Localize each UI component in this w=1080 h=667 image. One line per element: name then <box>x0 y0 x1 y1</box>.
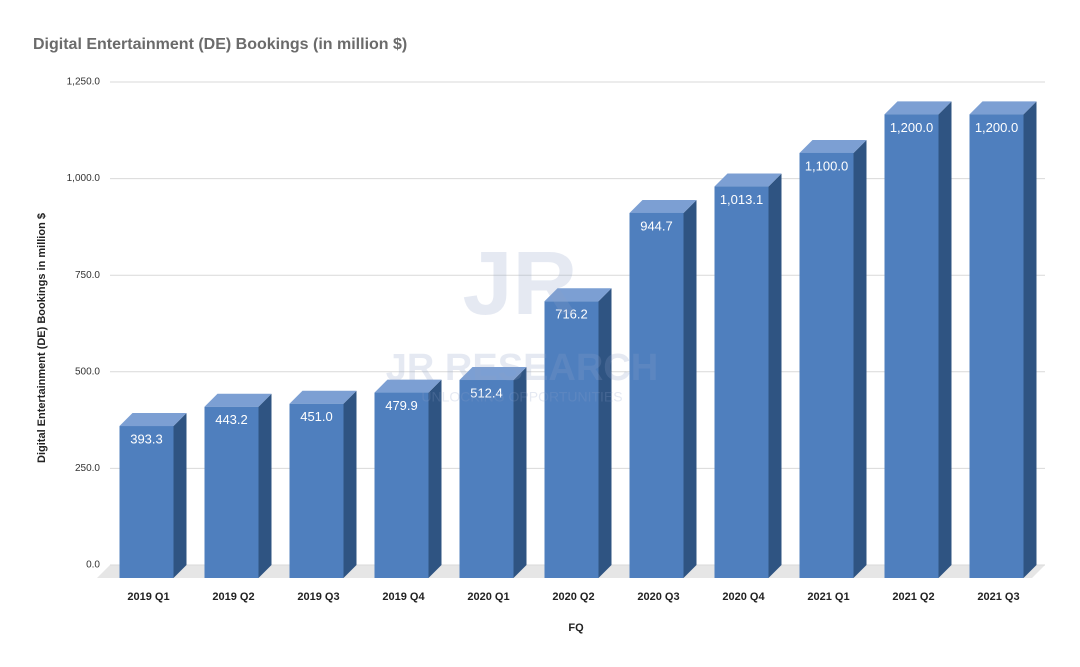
bar-side <box>258 393 272 578</box>
x-tick-label: 2019 Q2 <box>212 591 254 603</box>
x-tick-label: 2020 Q1 <box>467 591 509 603</box>
bar-side <box>1023 101 1037 578</box>
chart-title: Digital Entertainment (DE) Bookings (in … <box>33 36 407 53</box>
bar-top <box>459 367 527 381</box>
value-label: 1,100.0 <box>805 158 848 173</box>
bar-top <box>119 413 187 427</box>
y-tick-label: 1,250.0 <box>67 77 101 88</box>
value-label: 1,013.1 <box>720 192 763 207</box>
x-tick-label: 2021 Q1 <box>807 591 849 603</box>
y-tick-label: 0.0 <box>86 560 100 571</box>
value-label: 443.2 <box>215 412 248 427</box>
x-tick-label: 2021 Q3 <box>977 591 1019 603</box>
x-tick-label: 2021 Q2 <box>892 591 934 603</box>
bar-top <box>289 390 357 404</box>
value-label: 1,200.0 <box>975 120 1018 135</box>
bar-side <box>853 139 867 578</box>
bar-side <box>938 101 952 578</box>
y-tick-label: 500.0 <box>75 366 100 377</box>
bar <box>884 114 939 578</box>
bar-top <box>374 379 442 393</box>
bar-side <box>173 413 187 578</box>
bar <box>629 212 684 578</box>
value-label: 716.2 <box>555 307 588 322</box>
x-axis-label: FQ <box>568 622 584 634</box>
bar <box>374 392 429 578</box>
x-tick-label: 2019 Q3 <box>297 591 339 603</box>
watermark-title: JR RESEARCH <box>386 347 658 389</box>
bar-side <box>343 390 357 578</box>
x-tick-label: 2019 Q1 <box>127 591 169 603</box>
bar-side <box>428 379 442 578</box>
value-label: 512.4 <box>470 385 503 400</box>
bar <box>459 380 514 578</box>
bar <box>119 426 174 578</box>
bar <box>544 301 599 578</box>
bar-side <box>768 173 782 579</box>
bar-side <box>513 367 527 578</box>
value-label: 451.0 <box>300 409 333 424</box>
y-tick-label: 1,000.0 <box>67 173 101 184</box>
watermark: JR JR RESEARCH UNLOCKING OPPORTUNITIES <box>386 234 658 405</box>
watermark-subtitle: UNLOCKING OPPORTUNITIES <box>421 389 622 405</box>
bar-side <box>598 288 612 578</box>
value-label: 479.9 <box>385 398 418 413</box>
x-tick-label: 2020 Q2 <box>552 591 594 603</box>
bar <box>289 403 344 578</box>
bar <box>799 152 854 578</box>
bar-side <box>683 199 697 578</box>
bar-top <box>799 139 867 153</box>
watermark-logo: JR <box>462 234 577 334</box>
bar-top <box>204 393 272 407</box>
bar <box>204 406 259 578</box>
x-tick-label: 2020 Q4 <box>722 591 765 603</box>
value-label: 944.7 <box>640 218 673 233</box>
bar <box>714 186 769 579</box>
bar-top <box>544 288 612 302</box>
bar-top <box>969 101 1037 115</box>
x-tick-label: 2019 Q4 <box>382 591 425 603</box>
value-label: 393.3 <box>130 431 163 446</box>
y-tick-label: 750.0 <box>75 270 100 281</box>
bar-top <box>714 173 782 187</box>
bar-top <box>884 101 952 115</box>
x-tick-label: 2020 Q3 <box>637 591 679 603</box>
bar-top <box>629 199 697 213</box>
value-label: 1,200.0 <box>890 120 933 135</box>
bar <box>969 114 1024 578</box>
y-tick-label: 250.0 <box>75 463 100 474</box>
y-axis-label: Digital Entertainment (DE) Bookings in m… <box>36 213 48 463</box>
